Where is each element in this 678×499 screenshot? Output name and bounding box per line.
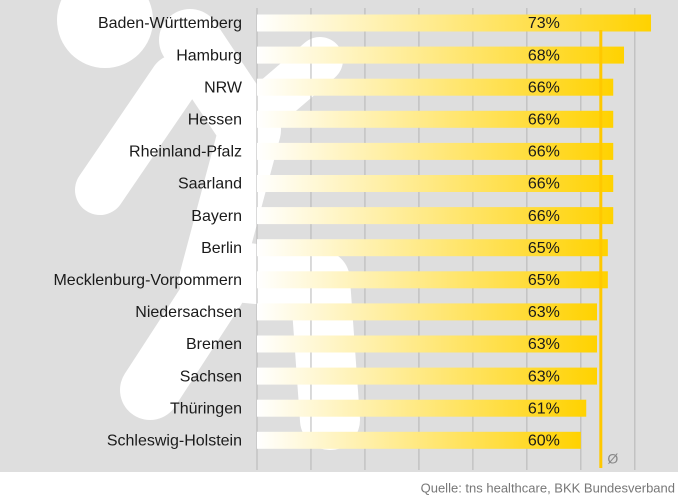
category-label: Hamburg <box>176 47 242 64</box>
bar <box>257 47 624 64</box>
category-label: Hessen <box>188 112 242 129</box>
category-label: Bremen <box>186 336 242 353</box>
category-label: Sachsen <box>180 368 242 385</box>
value-label: 65% <box>528 272 560 289</box>
source: Quelle: tns healthcare, BKK Bundesverban… <box>421 480 675 495</box>
category-label: Thüringen <box>170 400 242 417</box>
category-label: Mecklenburg-Vorpommern <box>53 272 242 289</box>
value-label: 73% <box>528 15 560 32</box>
value-label: 65% <box>528 240 560 257</box>
value-label: 63% <box>528 368 560 385</box>
value-label: 66% <box>528 112 560 129</box>
value-label: 66% <box>528 208 560 225</box>
category-label: Rheinland-Pfalz <box>129 144 242 161</box>
average-label: Ø <box>607 451 618 467</box>
category-label: Saarland <box>178 176 242 193</box>
category-label: Bayern <box>191 208 242 225</box>
category-label: Niedersachsen <box>135 304 242 321</box>
value-label: 68% <box>528 47 560 64</box>
value-label: 61% <box>528 400 560 417</box>
category-label: NRW <box>204 79 243 96</box>
category-label: Berlin <box>201 240 242 257</box>
value-label: 60% <box>528 433 560 450</box>
bar <box>257 15 651 32</box>
value-label: 63% <box>528 336 560 353</box>
value-label: 63% <box>528 304 560 321</box>
value-label: 66% <box>528 144 560 161</box>
category-label: Schleswig-Holstein <box>107 433 242 450</box>
category-label: Baden-Württemberg <box>98 15 242 32</box>
value-label: 66% <box>528 79 560 96</box>
value-label: 66% <box>528 176 560 193</box>
chart: Baden-Württemberg 73% Hamburg 68% NRW 66% Hess… <box>0 0 678 499</box>
